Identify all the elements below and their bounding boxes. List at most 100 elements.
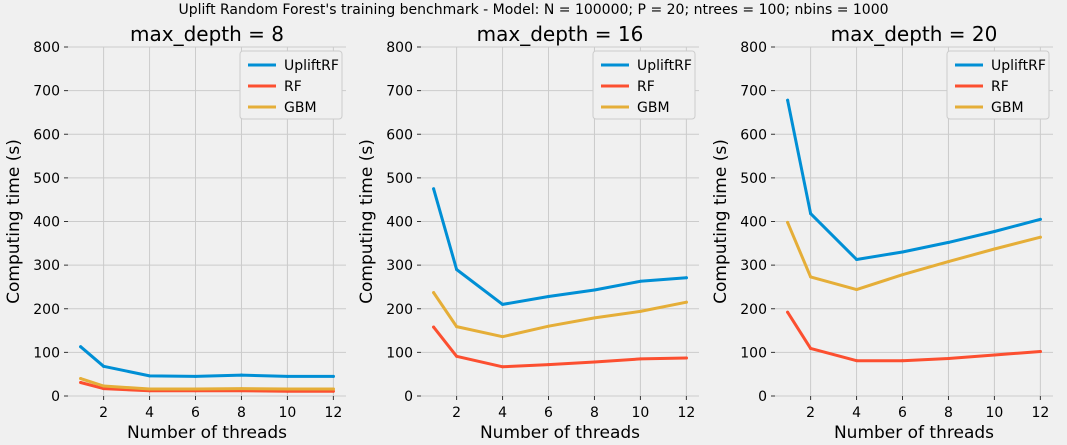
legend-label: RF (991, 79, 1009, 95)
legend-label: GBM (991, 100, 1024, 116)
data-point-gbm (102, 384, 106, 388)
legend-label: GBM (284, 100, 317, 116)
legend-label: GBM (637, 100, 670, 116)
data-point-gbm (992, 247, 996, 251)
legend: UpliftRF RF GBM (592, 50, 696, 120)
x-axis-label: Number of threads (480, 423, 640, 443)
y-tick-label: 700 (740, 84, 767, 100)
legend: UpliftRF RF GBM (239, 50, 343, 120)
x-tick-label: 12 (677, 405, 695, 421)
data-point-upliftrf (239, 373, 243, 377)
x-tick-label: 4 (498, 405, 507, 421)
data-point-gbm (809, 275, 813, 279)
data-point-gbm (901, 273, 905, 277)
chart-panel-2: 0 100 200 300 400 500 600 700 800 2 4 6 8 10 12 max_dep… (357, 22, 699, 443)
x-tick-label: 4 (852, 405, 861, 421)
y-axis-label: Computing time (s) (357, 139, 377, 304)
data-point-rf (684, 356, 688, 360)
y-tick-label: 600 (33, 127, 60, 143)
data-point-gbm (285, 387, 289, 391)
chart-panel-3: 0 100 200 300 400 500 600 700 800 2 4 6 8 10 12 max_dep… (711, 22, 1053, 443)
chart-title: max_depth = 8 (130, 22, 284, 46)
data-point-upliftrf (1038, 217, 1042, 221)
chart-title: max_depth = 20 (831, 22, 998, 46)
x-tick-label: 2 (99, 405, 108, 421)
data-point-gbm (79, 377, 83, 381)
legend-box (592, 50, 696, 120)
x-tick-label: 4 (145, 405, 154, 421)
data-point-rf (1038, 350, 1042, 354)
data-point-gbm (239, 387, 243, 391)
x-tick-label: 8 (944, 405, 953, 421)
x-tick-label: 6 (898, 405, 907, 421)
data-point-gbm (432, 291, 436, 295)
x-tick-label: 8 (237, 405, 246, 421)
data-point-gbm (547, 324, 551, 328)
figure-title: Uplift Random Forest's training benchmar… (178, 2, 889, 18)
y-tick-label: 200 (740, 302, 767, 318)
data-point-rf (547, 363, 551, 367)
y-tick-label: 500 (386, 171, 413, 187)
data-point-rf (79, 380, 83, 384)
legend-label: UpliftRF (284, 58, 339, 74)
data-point-upliftrf (501, 302, 505, 306)
y-tick-label: 600 (740, 127, 767, 143)
data-point-rf (501, 365, 505, 369)
y-tick-label: 100 (740, 345, 767, 361)
data-point-upliftrf (786, 98, 790, 102)
legend-box (239, 50, 343, 120)
data-point-rf (946, 356, 950, 360)
y-tick-label: 100 (386, 345, 413, 361)
y-tick-label: 400 (740, 215, 767, 231)
x-tick-label: 10 (278, 405, 296, 421)
y-tick-label: 300 (740, 258, 767, 274)
x-tick-label: 8 (590, 405, 599, 421)
data-point-gbm (638, 309, 642, 313)
data-point-rf (786, 310, 790, 314)
data-point-upliftrf (547, 295, 551, 299)
data-point-upliftrf (285, 374, 289, 378)
data-point-rf (992, 353, 996, 357)
data-point-rf (102, 387, 106, 391)
legend-box (946, 50, 1050, 120)
y-tick-label: 800 (740, 40, 767, 56)
y-tick-label: 300 (386, 258, 413, 274)
y-tick-label: 700 (33, 84, 60, 100)
legend: UpliftRF RF GBM (946, 50, 1050, 120)
x-axis-label: Number of threads (834, 423, 994, 443)
data-point-upliftrf (432, 187, 436, 191)
data-point-upliftrf (102, 364, 106, 368)
y-tick-label: 200 (33, 302, 60, 318)
y-tick-label: 600 (386, 127, 413, 143)
y-tick-label: 0 (404, 389, 413, 405)
data-point-rf (592, 360, 596, 364)
x-tick-label: 2 (806, 405, 815, 421)
data-point-upliftrf (194, 374, 198, 378)
data-point-gbm (331, 387, 335, 391)
data-point-gbm (855, 288, 859, 292)
y-tick-label: 400 (33, 215, 60, 231)
data-point-rf (638, 357, 642, 361)
data-point-upliftrf (331, 374, 335, 378)
data-point-upliftrf (148, 374, 152, 378)
x-tick-label: 12 (324, 405, 342, 421)
legend-label: UpliftRF (991, 58, 1046, 74)
data-point-rf (432, 325, 436, 329)
data-point-gbm (194, 387, 198, 391)
x-tick-label: 10 (631, 405, 649, 421)
chart-title: max_depth = 16 (477, 22, 644, 46)
y-tick-label: 800 (386, 40, 413, 56)
x-tick-label: 12 (1031, 405, 1049, 421)
chart-panel-1: 0 100 200 300 400 500 600 700 800 2 4 6 8 10 12 max_dep… (4, 22, 346, 443)
data-point-gbm (148, 387, 152, 391)
x-tick-label: 10 (985, 405, 1003, 421)
y-axis-label: Computing time (s) (4, 139, 24, 304)
data-point-gbm (1038, 235, 1042, 239)
y-tick-label: 300 (33, 258, 60, 274)
data-point-gbm (501, 335, 505, 339)
y-axis-label: Computing time (s) (711, 139, 731, 304)
y-tick-label: 0 (51, 389, 60, 405)
x-tick-label: 6 (191, 405, 200, 421)
